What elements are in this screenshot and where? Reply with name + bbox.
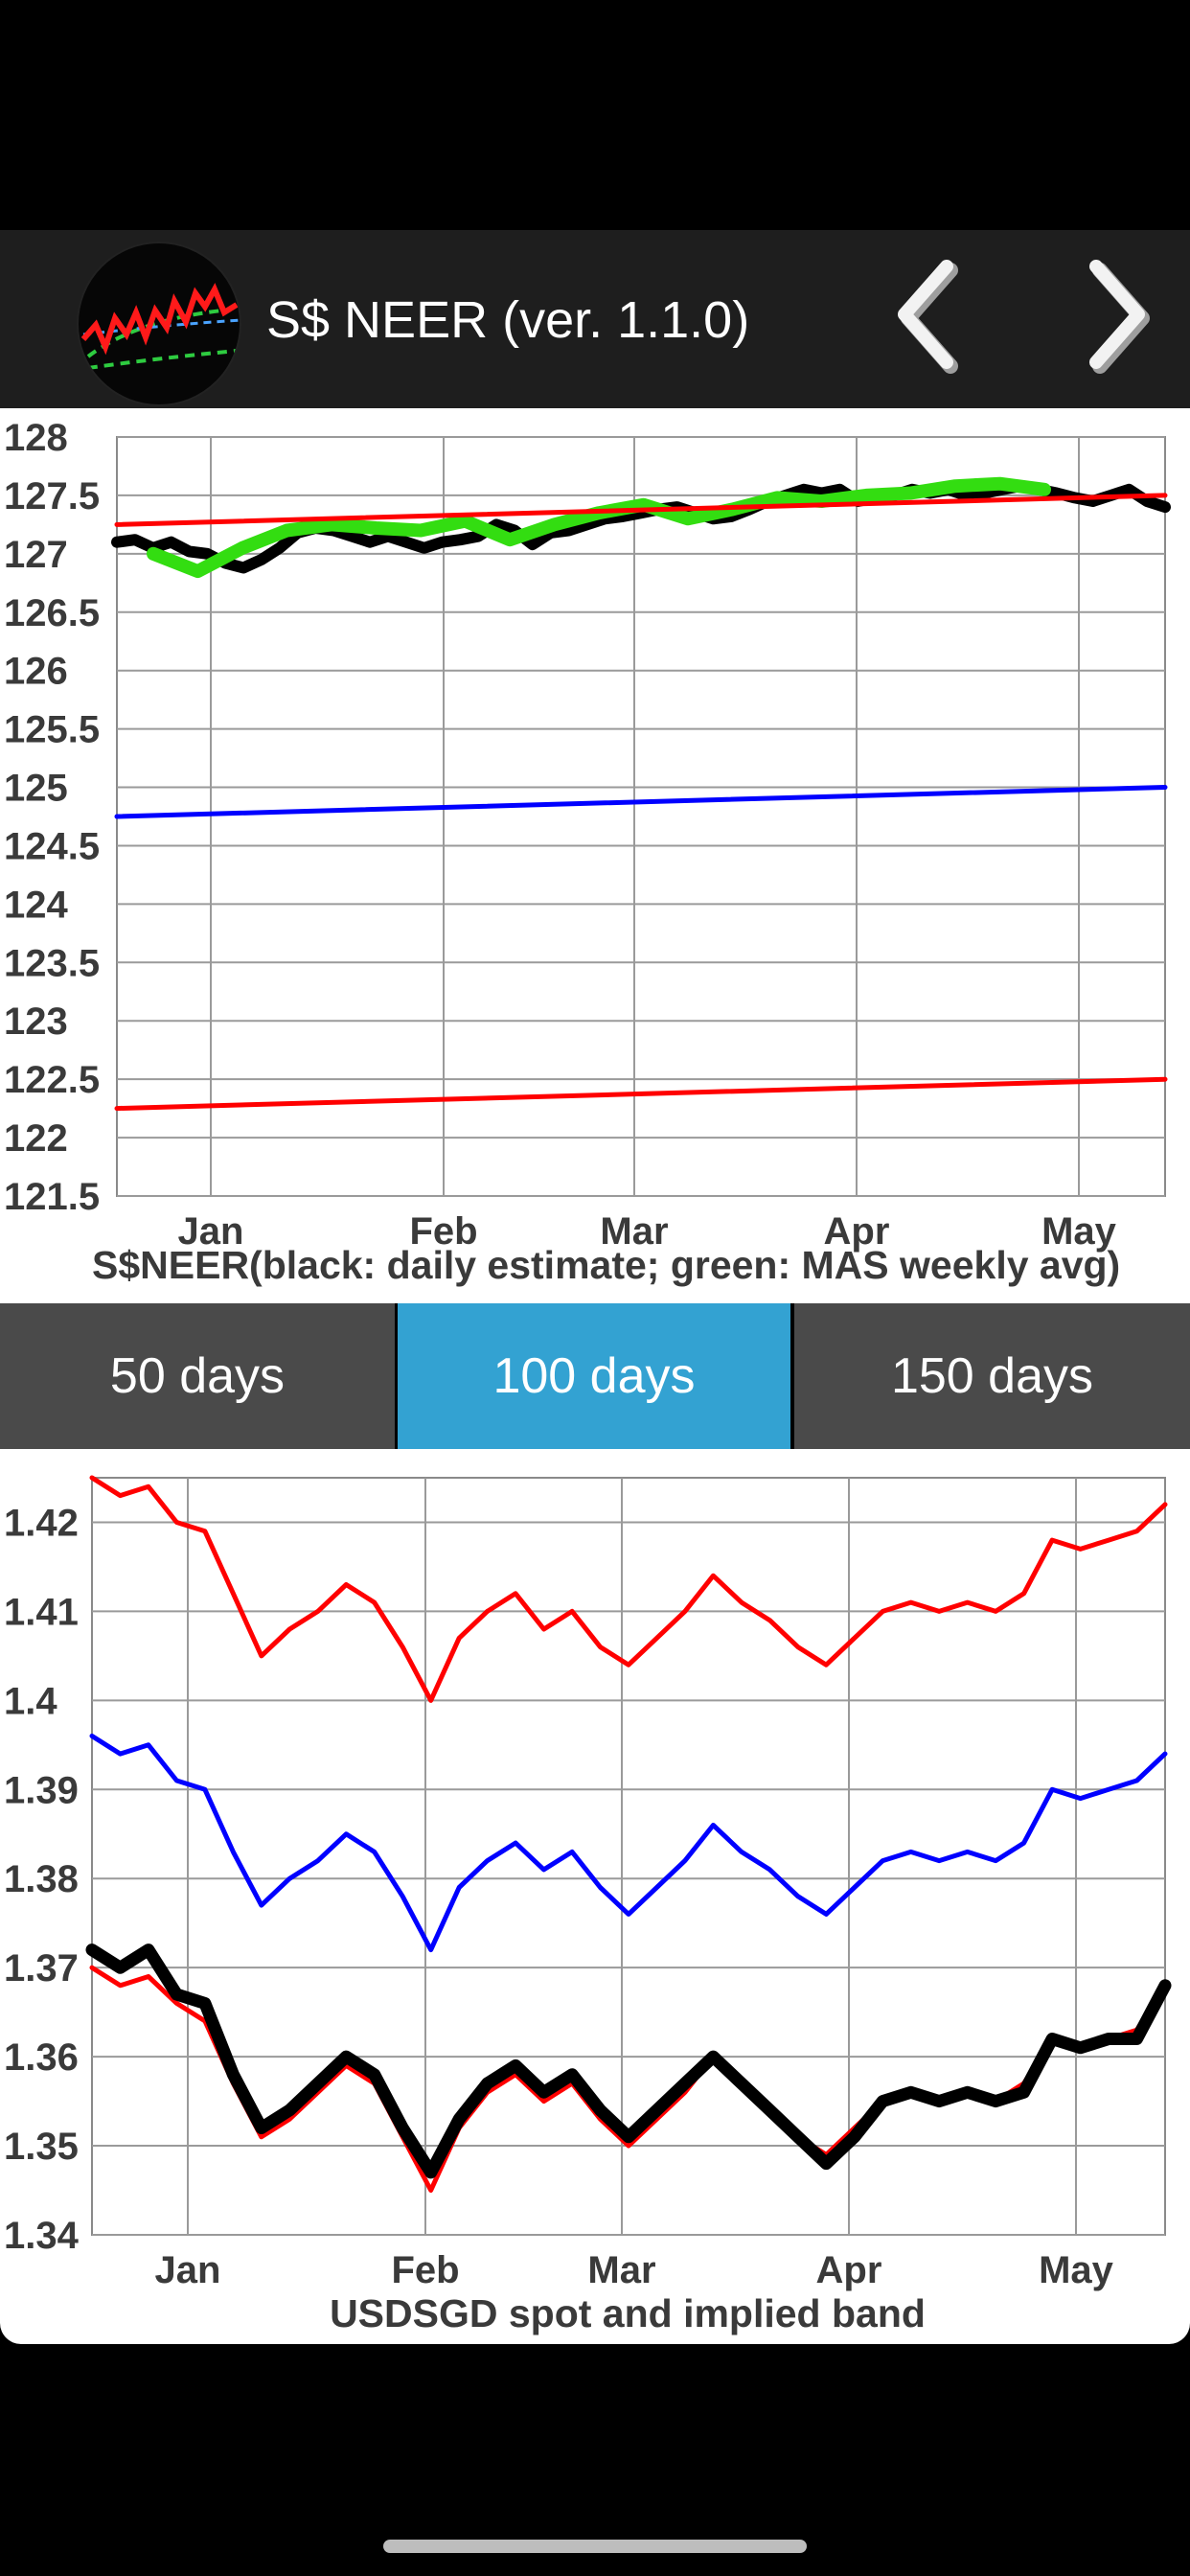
y-tick-label: 124.5 — [4, 825, 100, 867]
neer-chart: 128 127.5 127 126.5 126 125.5 125 124.5 124 123.5… — [4, 417, 1171, 1287]
y-tick-label: 1.37 — [4, 1947, 79, 1990]
tab-150-days[interactable]: 150 days — [794, 1303, 1190, 1449]
y-tick-label: 126.5 — [4, 592, 100, 634]
series-line-2 — [114, 493, 1168, 527]
y-tick-label: 128 — [4, 417, 68, 459]
series-line-0 — [89, 1475, 1168, 1703]
y-tick-label: 124 — [4, 884, 68, 926]
x-tick-label: May — [1041, 1210, 1117, 1253]
app-title: S$ NEER (ver. 1.1.0) — [266, 291, 750, 349]
x-tick-label: Mar — [587, 2249, 655, 2291]
plot-area — [116, 436, 1166, 1197]
y-tick-label: 1.42 — [4, 1502, 79, 1544]
y-tick-label: 126 — [4, 651, 68, 693]
y-tick-label: 1.41 — [4, 1591, 79, 1633]
y-tick-label: 1.35 — [4, 2126, 79, 2168]
y-tick-label: 1.36 — [4, 2036, 79, 2079]
series-line-4 — [114, 1076, 1168, 1112]
series-line-3 — [114, 785, 1168, 819]
y-tick-label: 125.5 — [4, 709, 100, 751]
home-indicator[interactable] — [383, 2540, 807, 2553]
chart-logo-icon — [77, 242, 241, 406]
y-tick-label: 1.38 — [4, 1858, 79, 1900]
tab-50-days[interactable]: 50 days — [0, 1303, 395, 1449]
app-header: S$ NEER (ver. 1.1.0) — [0, 230, 1190, 408]
y-tick-label: 125 — [4, 768, 68, 810]
neer-chart-panel: 128 127.5 127 126.5 126 125.5 125 124.5 124 123.5… — [0, 408, 1190, 1303]
chevron-right-icon[interactable] — [1044, 251, 1188, 385]
series-line-0 — [111, 480, 1171, 574]
y-tick-label: 127 — [4, 534, 68, 576]
y-tick-label: 127.5 — [4, 475, 100, 518]
y-tick-label: 123 — [4, 1000, 68, 1043]
y-tick-label: 122.5 — [4, 1059, 100, 1101]
y-tick-label: 1.39 — [4, 1769, 79, 1811]
x-tick-label: Jan — [178, 1210, 244, 1253]
usdsgd-chart: 1.42 1.41 1.4 1.39 1.38 1.37 1.36 1.35 1.34 Jan F… — [4, 1475, 1172, 2335]
x-tick-label: Apr — [824, 1210, 890, 1253]
usdsgd-chart-panel: 1.42 1.41 1.4 1.39 1.38 1.37 1.36 1.35 1.34 Jan F… — [0, 1449, 1190, 2344]
chart-title: USDSGD spot and implied band — [330, 2291, 926, 2335]
x-tick-label: Feb — [391, 2249, 459, 2291]
x-tick-label: Apr — [816, 2249, 882, 2291]
x-tick-label: Mar — [600, 1210, 668, 1253]
y-tick-label: 1.4 — [4, 1680, 57, 1722]
y-tick-label: 121.5 — [4, 1176, 100, 1218]
tab-100-days[interactable]: 100 days — [398, 1303, 790, 1449]
y-tick-label: 1.34 — [4, 2215, 80, 2257]
y-tick-label: 122 — [4, 1117, 68, 1160]
chevron-left-icon[interactable] — [862, 251, 1006, 385]
chart-title: S$NEER(black: daily estimate; green: MAS… — [92, 1243, 1120, 1287]
y-tick-label: 123.5 — [4, 942, 100, 984]
x-tick-label: Jan — [155, 2249, 221, 2291]
series-line-3 — [85, 1944, 1172, 2179]
series-line-1 — [89, 1734, 1168, 1953]
x-tick-label: Feb — [409, 1210, 477, 1253]
range-tabs: 50 days 100 days 150 days — [0, 1303, 1190, 1449]
x-tick-label: May — [1039, 2249, 1114, 2291]
